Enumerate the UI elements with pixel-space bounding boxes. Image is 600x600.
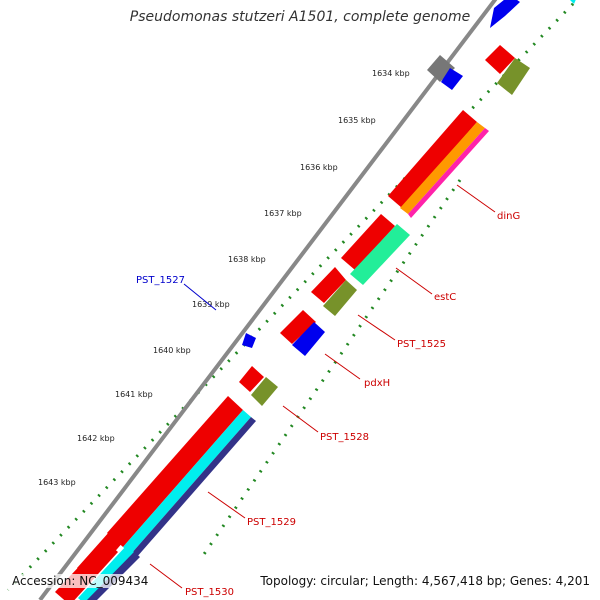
feature-cds-pdxH[interactable] (280, 310, 316, 344)
kbp-tick-label: 1638 kbp (228, 255, 266, 264)
accession-text: Accession: NC_009434 (10, 574, 151, 588)
leader-line-pdxH (324, 353, 361, 380)
feature-cds-1528[interactable] (239, 366, 264, 392)
gene-label-pst1527[interactable]: PST_1527 (136, 275, 185, 286)
kbp-tick-label: 1642 kbp (77, 434, 115, 443)
feature-cds-1525[interactable] (311, 267, 346, 303)
leader-line-pst1525 (357, 314, 396, 341)
feature-cds-long-dinG[interactable] (388, 110, 477, 208)
feature-cds-estC[interactable] (341, 214, 395, 270)
feature-cds-1529[interactable] (107, 396, 243, 547)
feature-navy-1529[interactable] (131, 417, 256, 558)
feature-cyan-1529[interactable] (123, 410, 251, 554)
feature-cds-reverse-top[interactable] (490, 0, 520, 28)
leader-line-estC (395, 267, 433, 295)
kbp-tick-label: 1635 kbp (338, 116, 376, 125)
inner-dotted-ring (198, 179, 462, 561)
kbp-tick-label: 1640 kbp (153, 346, 191, 355)
kbp-tick-label: 1641 kbp (115, 390, 153, 399)
gene-label-pst1528[interactable]: PST_1528 (320, 432, 369, 443)
leader-line-pst1529 (207, 491, 246, 519)
gene-label-pdxH[interactable]: pdxH (364, 378, 390, 389)
feature-cds-reverse-1634[interactable] (441, 68, 463, 90)
gene-label-dinG[interactable]: dinG (497, 211, 520, 222)
gene-label-estC[interactable]: estC (434, 292, 456, 303)
genome-summary-text: Topology: circular; Length: 4,567,418 bp… (258, 574, 592, 588)
leader-line-pst1530 (149, 563, 183, 589)
kbp-tick-label: 1637 kbp (264, 209, 302, 218)
leader-line-dinG (456, 184, 496, 213)
leader-line-pst1528 (282, 405, 319, 433)
feature-green-1634-right[interactable] (497, 58, 530, 95)
genome-backbone (38, 0, 498, 600)
kbp-tick-label: 1634 kbp (372, 69, 410, 78)
feature-gray-1634[interactable] (427, 55, 455, 82)
feature-orange-dinG[interactable] (400, 122, 485, 214)
gene-label-pst1530[interactable]: PST_1530 (185, 587, 234, 598)
feature-cyan-top[interactable] (566, 0, 580, 4)
kbp-tick-label: 1643 kbp (38, 478, 76, 487)
feature-cds-reverse-pdxH[interactable] (292, 322, 325, 356)
feature-cds-reverse-1527[interactable] (242, 333, 256, 348)
genome-title: Pseudomonas stutzeri A1501, complete gen… (129, 9, 471, 25)
kbp-tick-label: 1636 kbp (300, 163, 338, 172)
leader-line-pst1527 (183, 283, 217, 311)
gene-label-pst1525[interactable]: PST_1525 (397, 339, 446, 350)
kbp-tick-label: 1639 kbp (192, 300, 230, 309)
feature-green-1528[interactable] (251, 377, 278, 406)
feature-spring-estC[interactable] (350, 224, 410, 285)
feature-pink-dinG[interactable] (408, 128, 489, 218)
gene-label-pst1529[interactable]: PST_1529 (247, 517, 296, 528)
feature-cds-1634-right[interactable] (485, 45, 515, 74)
feature-green-1525[interactable] (323, 280, 357, 316)
